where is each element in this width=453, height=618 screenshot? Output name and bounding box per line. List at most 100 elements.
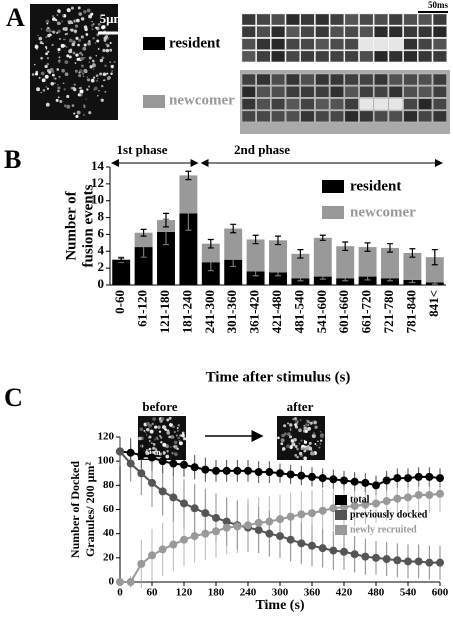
granule (289, 445, 293, 449)
image-label: before (142, 399, 177, 414)
y-tick-label: 0 (109, 576, 115, 588)
marker (265, 517, 274, 526)
granule (97, 22, 101, 26)
granule (45, 48, 48, 50)
marker (329, 475, 338, 484)
granule (88, 111, 92, 115)
legend-label: total (350, 494, 370, 505)
granule (40, 28, 43, 30)
granule (77, 6, 81, 10)
granule (294, 453, 298, 457)
granule (71, 42, 75, 47)
film-frame (344, 73, 359, 86)
granule (88, 61, 90, 63)
granule (138, 436, 142, 441)
granule (47, 33, 51, 38)
film-frame (418, 13, 433, 26)
bar (224, 259, 243, 285)
y-axis-label: fusion events (80, 184, 96, 267)
granule (289, 423, 293, 427)
granule (287, 422, 289, 425)
marker (190, 463, 199, 472)
granule (105, 48, 110, 53)
marker (404, 493, 412, 502)
film-frame (344, 110, 359, 123)
marker (148, 478, 156, 487)
granule (100, 98, 104, 102)
granule (283, 432, 287, 436)
granule (37, 34, 39, 37)
film-frame (374, 50, 388, 63)
x-tick-label: 841< (426, 290, 441, 317)
granule (94, 42, 97, 44)
granule (71, 104, 75, 107)
granule (90, 24, 94, 27)
film-frame (388, 86, 403, 98)
granule (44, 64, 48, 69)
line-chart: 0 20 40 60 80 100 120 0 60 120 180 240 300 360 420 480 5… (68, 431, 449, 614)
granule (154, 425, 158, 429)
granule (53, 77, 55, 79)
film-frame (403, 13, 418, 26)
granule (289, 429, 292, 431)
granule (86, 76, 88, 78)
marker (340, 503, 348, 512)
granule (80, 17, 85, 21)
granule (161, 420, 163, 422)
granule (109, 48, 113, 52)
granule (320, 434, 324, 438)
film-frame (256, 26, 271, 38)
film-frame (344, 13, 359, 26)
granule (166, 418, 170, 422)
granule (52, 30, 56, 34)
y-tick-label: 100 (98, 455, 115, 467)
y-tick-label: 14 (91, 158, 105, 173)
film-frame (330, 98, 344, 110)
marker (308, 509, 316, 518)
bar (336, 278, 355, 285)
granule (154, 448, 158, 451)
film-frame (359, 110, 374, 123)
marker (414, 472, 423, 481)
granule (316, 444, 318, 447)
film-frame (271, 38, 286, 50)
granule (164, 428, 167, 431)
granule (51, 73, 55, 77)
x-tick-label: 420 (336, 587, 353, 599)
granule (83, 25, 88, 29)
legend-swatch (143, 95, 165, 108)
film-frame (344, 86, 359, 98)
granule (78, 74, 82, 78)
y-tick-label: 2 (98, 259, 105, 274)
granule (38, 36, 43, 41)
granule (308, 449, 310, 451)
granule (170, 435, 175, 439)
marker (254, 526, 263, 535)
legend-swatch (335, 495, 347, 505)
granule (303, 439, 306, 442)
granule (60, 43, 65, 48)
granule (104, 90, 107, 93)
x-tick-label: 240 (240, 587, 257, 599)
film-frame (403, 50, 418, 63)
bar (201, 262, 220, 285)
granule (57, 84, 59, 86)
granule (97, 95, 99, 97)
marker (318, 544, 327, 553)
error-bar (185, 170, 192, 181)
y-axis-label: Granules/ 200 μm² (83, 462, 97, 557)
granule (47, 28, 52, 33)
granule (152, 442, 156, 446)
granule (101, 56, 105, 60)
granule (36, 87, 41, 92)
film-frame (315, 26, 330, 38)
film-frame (418, 50, 433, 63)
error-bar (342, 241, 349, 252)
film-scale: 50ms (428, 0, 448, 10)
granule (96, 39, 100, 43)
marker (265, 468, 274, 477)
granule (177, 424, 180, 427)
granule (311, 451, 315, 456)
granule (74, 62, 77, 64)
